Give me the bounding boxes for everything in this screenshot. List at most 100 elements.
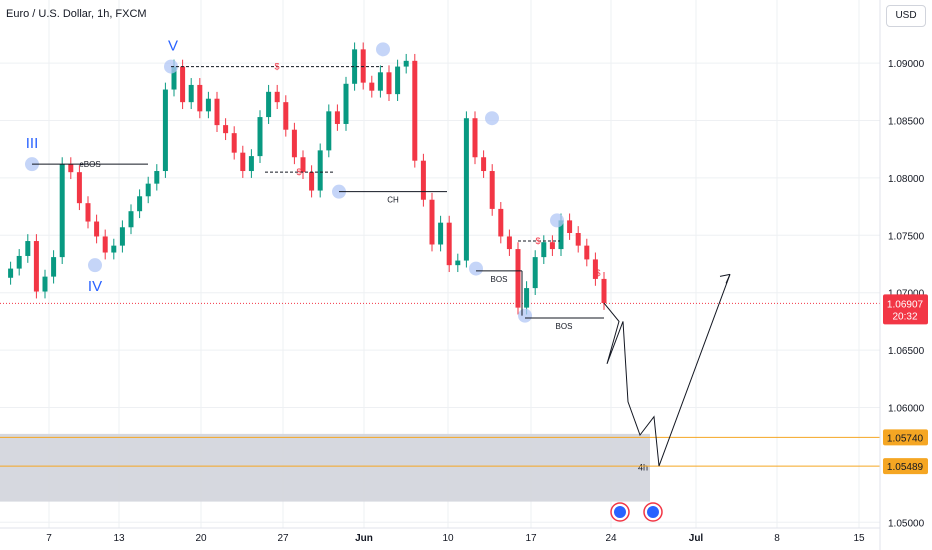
candle-body	[59, 164, 65, 258]
swing-point-marker	[376, 42, 390, 57]
liquidity-label-top: $	[274, 62, 279, 72]
candle-body	[205, 98, 211, 112]
candle-body	[291, 129, 297, 158]
x-tick-label: 20	[195, 533, 207, 544]
candle-body	[472, 118, 478, 158]
candle-body	[223, 125, 229, 134]
x-tick-label: 17	[525, 533, 537, 544]
current-price-label: 1.06907	[887, 299, 924, 310]
x-tick-label: Jun	[355, 533, 373, 544]
x-tick-label: 7	[46, 533, 52, 544]
bos-label-2: BOS	[556, 322, 573, 331]
candle-body	[214, 98, 220, 126]
bos-label-1: BOS	[491, 275, 508, 284]
x-tick-label: 8	[774, 533, 780, 544]
y-tick-label: 1.07000	[888, 289, 925, 300]
candle-body	[386, 72, 392, 95]
candle-body	[412, 60, 418, 161]
zone-label: 4h	[638, 463, 648, 473]
candle-body	[481, 157, 487, 172]
candle-body	[498, 208, 504, 237]
candle-body	[137, 196, 143, 212]
candle-body	[592, 259, 598, 279]
candle-body	[16, 255, 22, 269]
candle-body	[403, 60, 409, 67]
liquidity-label-far: $	[595, 268, 600, 278]
candle-body	[395, 66, 401, 95]
candle-body	[145, 183, 151, 197]
candle-body	[283, 102, 289, 130]
wave-label-III: III	[26, 135, 39, 152]
candle-body	[326, 111, 332, 151]
y-tick-label: 1.06000	[888, 403, 925, 414]
candle-body	[197, 84, 203, 112]
candle-body	[274, 91, 280, 103]
candle-body	[240, 152, 246, 172]
chart-title: Euro / U.S. Dollar, 1h, FXCM	[6, 8, 147, 20]
candle-body	[68, 164, 74, 173]
candle-body	[51, 257, 57, 277]
candle-body	[463, 118, 469, 261]
candle-body	[85, 203, 91, 222]
ch-label: CH	[387, 196, 399, 205]
x-tick-label: Jul	[689, 533, 704, 544]
candle-body	[524, 288, 530, 308]
candle-body	[248, 156, 254, 172]
y-tick-label: 1.06500	[888, 346, 925, 357]
liquidity-label-mid: $	[296, 167, 301, 177]
x-tick-label: 24	[605, 533, 617, 544]
candle-body	[266, 91, 272, 118]
ebos-label: eBOS	[79, 160, 100, 169]
demand-zone-rect	[0, 433, 650, 502]
candle-body	[567, 220, 573, 234]
projection-arrow-head	[719, 273, 731, 284]
y-tick-label: 1.09000	[888, 59, 925, 70]
current-price-tag	[883, 294, 928, 325]
event-markers	[610, 502, 663, 522]
candle-body	[154, 171, 160, 184]
candle-body	[420, 160, 426, 200]
price-series	[8, 42, 607, 315]
candle-body	[360, 49, 366, 83]
candle-body	[257, 117, 263, 157]
candle-body	[446, 222, 452, 266]
candle-body	[334, 111, 340, 124]
projection-path	[603, 274, 731, 467]
candle-body	[231, 133, 237, 153]
swing-point-marker	[518, 308, 532, 323]
level-price-tag	[883, 429, 928, 446]
candle-body	[317, 150, 323, 191]
candle-body	[42, 276, 48, 292]
candle-body	[369, 82, 375, 91]
candle-body	[8, 268, 14, 278]
candle-body	[25, 241, 31, 256]
candle-body	[352, 49, 358, 84]
candle-body	[541, 242, 547, 258]
candle-body	[506, 236, 512, 250]
candle-body	[429, 199, 435, 245]
y-tick-label: 1.07500	[888, 231, 925, 242]
candle-body	[111, 245, 117, 253]
y-tick-label: 1.05000	[888, 518, 925, 529]
candle-body	[94, 221, 100, 237]
candle-body	[309, 172, 315, 191]
candle-body	[180, 66, 186, 103]
candle-body	[300, 157, 306, 173]
candle-body	[188, 84, 194, 103]
swing-point-marker	[485, 111, 499, 126]
candle-body	[162, 89, 168, 172]
x-tick-label: 10	[442, 533, 454, 544]
level-price-label: 1.05489	[887, 462, 924, 473]
candle-body	[343, 83, 349, 124]
candle-body	[128, 211, 134, 228]
candle-body	[171, 66, 177, 90]
liquidity-label-right: $	[535, 236, 540, 246]
event-flag-inner	[647, 506, 659, 518]
x-tick-label: 27	[277, 533, 289, 544]
event-flag-inner	[614, 506, 626, 518]
currency-button[interactable]: USD	[886, 5, 926, 27]
candle-body	[515, 249, 521, 308]
candle-body	[575, 233, 581, 246]
candle-body	[549, 242, 555, 250]
